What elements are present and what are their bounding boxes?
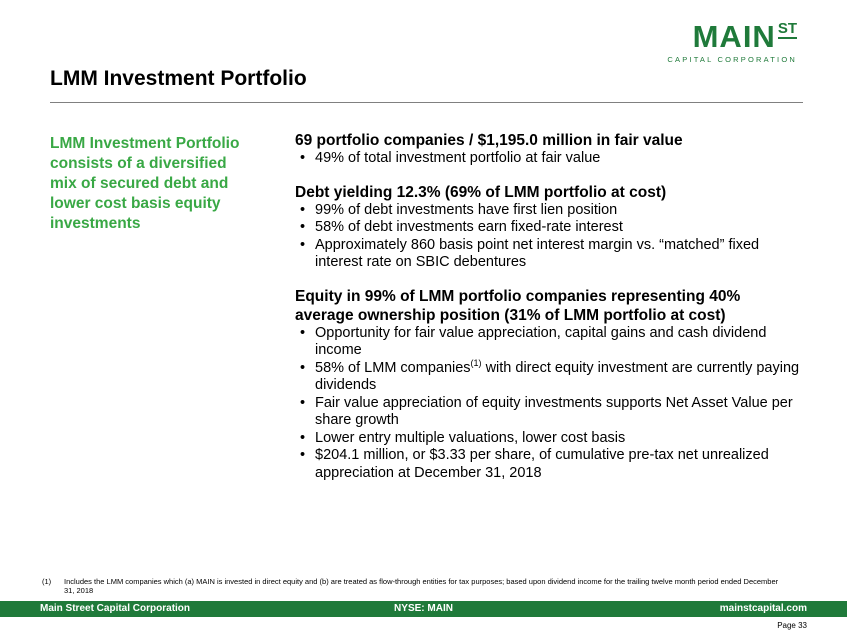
page-number: Page 33 (777, 621, 807, 630)
bullet-list: Opportunity for fair value appreciation,… (295, 325, 800, 483)
logo-subtitle: CAPITAL CORPORATION (667, 55, 797, 64)
bullet-text: 58% of LMM companies (315, 359, 471, 376)
section-heading: Equity in 99% of LMM portfolio companies… (295, 287, 741, 324)
section-debt: Debt yielding 12.3% (69% of LMM portfoli… (295, 183, 800, 272)
footnote-number: (1) (42, 577, 52, 586)
bullet-text: with direct equity investment are curren… (315, 359, 800, 394)
footer-company-name: Main Street Capital Corporation (40, 603, 191, 614)
footnote-text: Includes the LMM companies which (a) MAI… (64, 577, 779, 595)
bullet-item: Approximately 860 basis point net intere… (295, 237, 800, 272)
footer-bar: Main Street Capital Corporation NYSE: MA… (0, 601, 847, 617)
section-heading: Debt yielding 12.3% (69% of LMM portfoli… (295, 183, 667, 201)
bullet-item: 49% of total investment portfolio at fai… (295, 150, 800, 168)
logo-wordmark: MAIN ST (667, 19, 797, 54)
company-logo: MAIN ST CAPITAL CORPORATION (667, 19, 797, 64)
footer-website-link[interactable]: mainstcapital.com (719, 603, 807, 614)
bullet-list: 99% of debt investments have first lien … (295, 202, 800, 272)
footer-ticker: NYSE: MAIN (394, 603, 453, 614)
section-heading: 69 portfolio companies / $1,195.0 millio… (295, 132, 683, 149)
footnote-reference: (1) (470, 357, 482, 368)
bullet-item: Lower entry multiple valuations, lower c… (295, 430, 800, 448)
footnote: (1) Includes the LMM companies which (a)… (42, 577, 782, 595)
page-title: LMM Investment Portfolio (50, 67, 307, 90)
section-portfolio-companies: 69 portfolio companies / $1,195.0 millio… (295, 131, 800, 168)
bullet-list: 49% of total investment portfolio at fai… (295, 150, 800, 168)
logo-main-text: MAIN (692, 19, 776, 54)
bullet-item: 58% of debt investments earn fixed-rate … (295, 219, 800, 237)
sidebar-summary: LMM Investment Portfolio consists of a d… (50, 135, 240, 232)
bullet-item: Fair value appreciation of equity invest… (295, 395, 800, 430)
bullet-item: 99% of debt investments have first lien … (295, 202, 800, 220)
section-equity: Equity in 99% of LMM portfolio companies… (295, 287, 800, 483)
main-content: 69 portfolio companies / $1,195.0 millio… (295, 131, 800, 497)
logo-superscript: ST (777, 20, 797, 39)
bullet-item: $204.1 million, or $3.33 per share, of c… (295, 447, 800, 482)
title-divider (50, 102, 803, 103)
bullet-item: 58% of LMM companies(1) with direct equi… (295, 357, 800, 395)
bullet-item: Opportunity for fair value appreciation,… (295, 325, 800, 360)
